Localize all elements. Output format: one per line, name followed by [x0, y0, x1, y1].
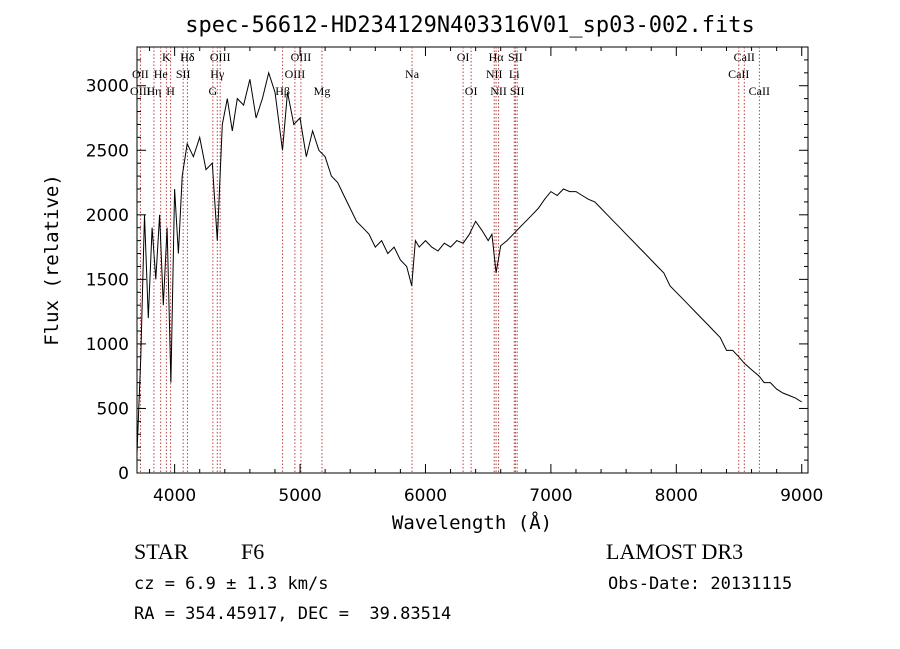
line-label: CaII [734, 50, 755, 64]
line-label: OIII [130, 84, 151, 98]
line-label: OIII [210, 50, 231, 64]
x-tick-label: 5000 [278, 486, 321, 506]
line-label: NII [490, 84, 507, 98]
line-label: He [154, 67, 168, 81]
y-tick-label: 0 [118, 464, 129, 484]
line-label: OII [132, 67, 149, 81]
line-label: SII [508, 50, 523, 64]
line-label: K [162, 50, 171, 64]
y-axis-ticks: 0 500 1000 1500 2000 2500 3000 [86, 59, 808, 484]
object-type: STAR [134, 539, 189, 564]
plot-frame [136, 46, 809, 474]
subclass: F6 [241, 539, 264, 564]
line-label: Hα [489, 50, 505, 64]
line-label: CaII [728, 67, 749, 81]
line-label: Hβ [275, 84, 290, 98]
line-label: SII [176, 67, 191, 81]
line-label: Hδ [180, 50, 195, 64]
y-tick-label: 1500 [86, 270, 129, 290]
y-tick-label: 500 [97, 399, 129, 419]
x-tick-label: 4000 [153, 486, 196, 506]
line-label: Hη [146, 84, 161, 98]
y-tick-label: 2000 [86, 206, 129, 226]
x-tick-label: 6000 [404, 486, 447, 506]
y-tick-label: 1000 [86, 335, 129, 355]
chart-title: spec-56612-HD234129N403316V01_sp03-002.f… [185, 13, 755, 38]
y-tick-label: 2500 [86, 141, 129, 161]
obs-date: Obs-Date: 20131115 [608, 574, 792, 594]
redshift-text: cz = 6.9 ± 1.3 km/s [134, 574, 328, 594]
x-axis-ticks: 4000 5000 6000 7000 8000 9000 [149, 47, 823, 506]
line-label: OI [457, 50, 470, 64]
x-axis-label: Wavelength (Å) [392, 511, 552, 534]
line-label: CaII [749, 84, 770, 98]
line-label: OIII [285, 67, 306, 81]
coordinates: RA = 354.45917, DEC = 39.83514 [134, 604, 451, 624]
spectrum-line [136, 70, 802, 454]
line-label: Hδ [180, 50, 195, 64]
line-label: SII [510, 84, 525, 98]
spectral-line-markers [139, 47, 760, 473]
line-label: Hγ [210, 67, 225, 81]
line-label: Li [509, 67, 520, 81]
line-label: G [209, 84, 218, 98]
x-tick-label: 8000 [655, 486, 698, 506]
y-axis-label: Flux (relative) [41, 174, 63, 346]
line-label: H [166, 84, 175, 98]
line-label: OI [465, 84, 478, 98]
line-label: OIII [291, 50, 312, 64]
line-label: Mg [314, 84, 331, 98]
line-label: NII [486, 67, 503, 81]
x-tick-label: 9000 [780, 486, 823, 506]
line-label: Na [405, 67, 420, 81]
survey-name: LAMOST DR3 [606, 539, 743, 564]
y-tick-label: 3000 [86, 77, 129, 97]
x-tick-label: 7000 [529, 486, 572, 506]
